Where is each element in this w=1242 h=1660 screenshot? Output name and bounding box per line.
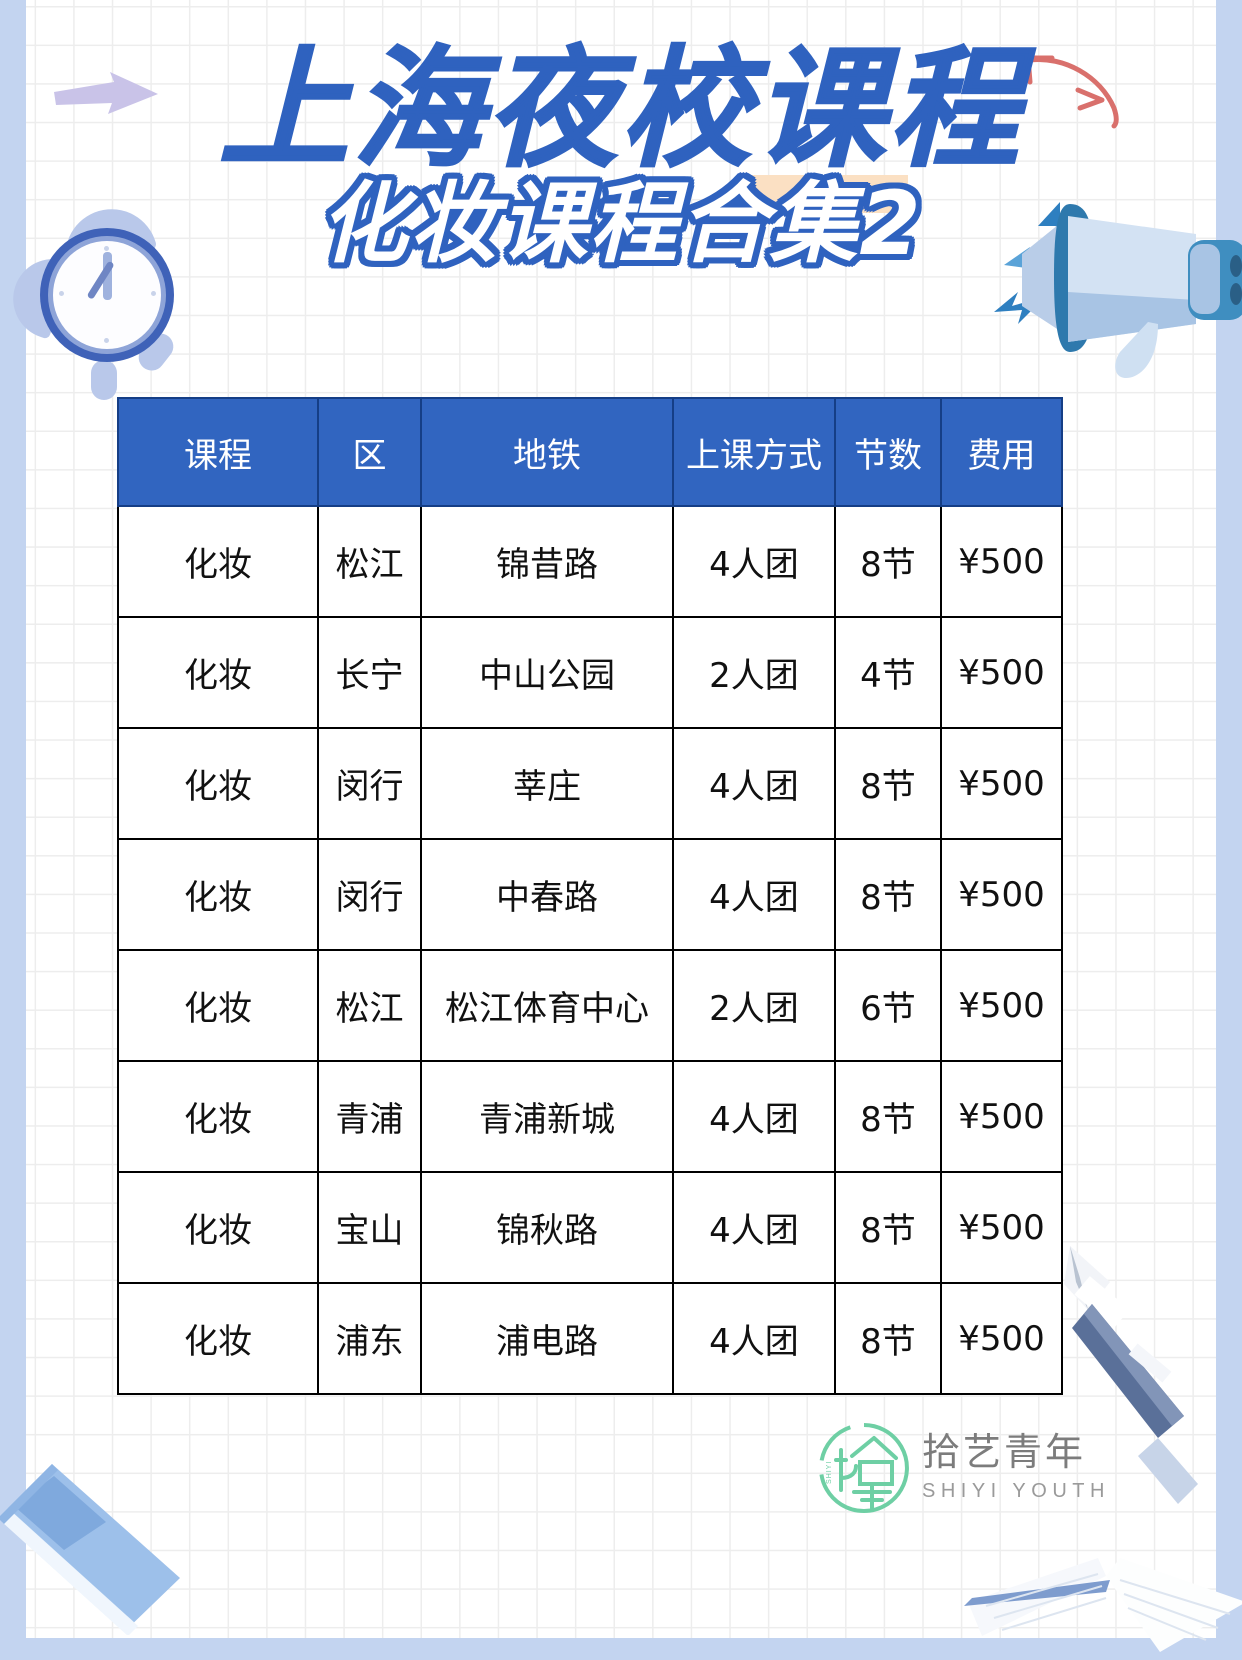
cell-metro: 松江体育中心 — [420, 949, 674, 1062]
cell-metro: 青浦新城 — [420, 1060, 674, 1173]
table-row: 化妆 闵行 中春路 4人团 8节 ¥500 — [117, 838, 1063, 951]
cell-district: 松江 — [317, 505, 422, 618]
cell-mode: 2人团 — [672, 616, 836, 729]
cell-course: 化妆 — [117, 1060, 319, 1173]
cell-fee: ¥500 — [940, 949, 1063, 1062]
cell-mode: 2人团 — [672, 949, 836, 1062]
cell-course: 化妆 — [117, 949, 319, 1062]
cell-district: 浦东 — [317, 1282, 422, 1395]
column-header-course: 课程 — [117, 397, 319, 507]
column-header-metro: 地铁 — [420, 397, 674, 507]
cell-district: 青浦 — [317, 1060, 422, 1173]
table-row: 化妆 闵行 莘庄 4人团 8节 ¥500 — [117, 727, 1063, 840]
page-title: 上海夜校课程 — [218, 33, 1023, 185]
cell-mode: 4人团 — [672, 505, 836, 618]
cell-course: 化妆 — [117, 616, 319, 729]
cell-lessons: 8节 — [834, 1282, 942, 1395]
cell-fee: ¥500 — [940, 505, 1063, 618]
peach-highlight-bar — [748, 175, 908, 213]
cell-mode: 4人团 — [672, 1171, 836, 1284]
cell-course: 化妆 — [117, 727, 319, 840]
cell-district: 宝山 — [317, 1171, 422, 1284]
page-subtitle: 化妆课程合集2 — [319, 172, 923, 275]
cell-metro: 中山公园 — [420, 616, 674, 729]
cell-district: 闵行 — [317, 838, 422, 951]
lightning-bolt-icon — [994, 292, 1046, 324]
cell-district: 松江 — [317, 949, 422, 1062]
table-row: 化妆 浦东 浦电路 4人团 8节 ¥500 — [117, 1282, 1063, 1395]
cell-course: 化妆 — [117, 1282, 319, 1395]
shiyi-logo-mark-icon: SHIYI — [819, 1423, 909, 1513]
cell-metro: 中春路 — [420, 838, 674, 951]
table-row: 化妆 宝山 锦秋路 4人团 8节 ¥500 — [117, 1171, 1063, 1284]
cell-lessons: 6节 — [834, 949, 942, 1062]
cell-lessons: 8节 — [834, 505, 942, 618]
cell-lessons: 8节 — [834, 1060, 942, 1173]
column-header-fee: 费用 — [940, 397, 1063, 507]
cell-mode: 4人团 — [672, 1060, 836, 1173]
cell-metro: 浦电路 — [420, 1282, 674, 1395]
cell-district: 闵行 — [317, 727, 422, 840]
course-table: 课程 区 地铁 上课方式 节数 费用 化妆 松江 锦昔路 4人团 8节 ¥500 化妆 长宁中… — [117, 397, 1063, 1395]
cell-lessons: 8节 — [834, 838, 942, 951]
cell-fee: ¥500 — [940, 616, 1063, 729]
cell-lessons: 8节 — [834, 727, 942, 840]
column-header-district: 区 — [317, 397, 422, 507]
cell-mode: 4人团 — [672, 838, 836, 951]
table-row: 化妆 松江 锦昔路 4人团 8节 ¥500 — [117, 505, 1063, 618]
cell-course: 化妆 — [117, 838, 319, 951]
cell-fee: ¥500 — [940, 838, 1063, 951]
table-row: 化妆 松江 松江体育中心 2人团 6节 ¥500 — [117, 949, 1063, 1062]
table-row: 化妆 长宁 中山公园 2人团 4节 ¥500 — [117, 616, 1063, 729]
cell-fee: ¥500 — [940, 1171, 1063, 1284]
table-row: 化妆 青浦 青浦新城 4人团 8节 ¥500 — [117, 1060, 1063, 1173]
cell-course: 化妆 — [117, 1171, 319, 1284]
cell-mode: 4人团 — [672, 1282, 836, 1395]
cell-fee: ¥500 — [940, 727, 1063, 840]
cell-metro: 锦昔路 — [420, 505, 674, 618]
cell-mode: 4人团 — [672, 727, 836, 840]
closed-book-icon — [0, 1464, 180, 1635]
cell-lessons: 8节 — [834, 1171, 942, 1284]
logo-mark-sub: SHIYI — [826, 1461, 833, 1484]
table-header-row: 课程 区 地铁 上课方式 节数 费用 — [117, 397, 1063, 507]
column-header-lessons: 节数 — [834, 397, 942, 507]
cell-fee: ¥500 — [940, 1282, 1063, 1395]
column-header-mode: 上课方式 — [672, 397, 836, 507]
brand-name-en: SHIYI YOUTH — [922, 1479, 1110, 1502]
cell-lessons: 4节 — [834, 616, 942, 729]
brand-text: 拾艺青年 SHIYI YOUTH — [922, 1430, 1110, 1504]
brand-logo: SHIYI 拾艺青年 SHIYI YOUTH — [816, 1408, 1116, 1528]
poster-heading: 上海夜校课程 化妆课程合集2 — [0, 33, 1242, 275]
cell-district: 长宁 — [317, 616, 422, 729]
bottom-edge-band — [0, 1638, 1242, 1660]
course-table-wrapper: 课程 区 地铁 上课方式 节数 费用 化妆 松江 锦昔路 4人团 8节 ¥500 化妆 长宁中… — [117, 397, 1063, 1395]
cell-metro: 锦秋路 — [420, 1171, 674, 1284]
cell-metro: 莘庄 — [420, 727, 674, 840]
cell-fee: ¥500 — [940, 1060, 1063, 1173]
brand-name-cn: 拾艺青年 — [922, 1430, 1087, 1475]
cell-course: 化妆 — [117, 505, 319, 618]
